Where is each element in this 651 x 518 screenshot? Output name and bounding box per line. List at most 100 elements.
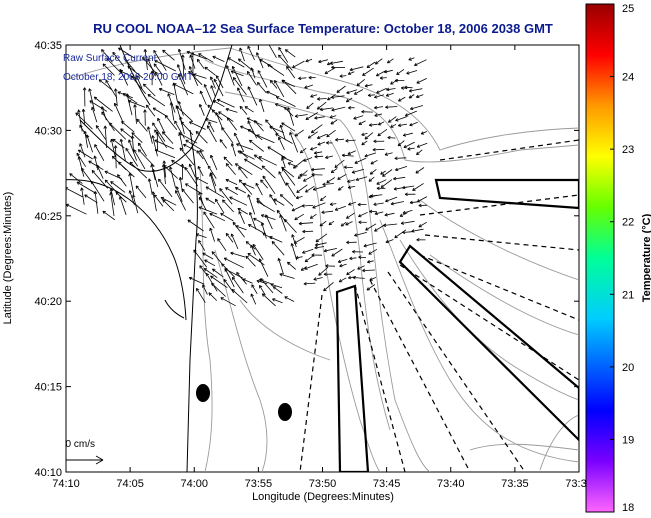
current-vector-head	[256, 52, 260, 55]
current-vector-head	[416, 94, 419, 98]
current-vector-head	[408, 57, 412, 61]
current-vector-head	[155, 71, 159, 74]
current-vector-head	[319, 225, 324, 227]
current-vector	[303, 157, 313, 162]
current-vector	[225, 187, 238, 196]
current-vector	[189, 277, 205, 285]
current-vector-head	[348, 107, 352, 110]
current-vector-head	[314, 156, 318, 159]
current-vector-head	[125, 93, 128, 97]
current-vector	[130, 75, 147, 94]
current-vector-head	[278, 258, 281, 261]
current-vector	[119, 196, 127, 216]
current-vector-head	[390, 201, 394, 205]
current-vector-head	[279, 273, 283, 275]
current-vector	[331, 248, 343, 257]
current-vector-head	[176, 186, 180, 189]
current-vector-head	[220, 213, 223, 217]
current-vector	[279, 214, 287, 232]
current-vector	[250, 244, 256, 256]
current-vector-head	[390, 124, 393, 128]
current-vector-head	[175, 190, 179, 193]
current-vector-head	[94, 144, 98, 147]
current-vector-head	[394, 158, 398, 161]
current-vector	[300, 147, 307, 154]
current-vector-head	[380, 184, 383, 188]
current-vector-head	[394, 156, 398, 159]
current-vector	[348, 201, 356, 206]
current-vector-head	[272, 298, 275, 302]
current-vector-head	[320, 199, 324, 201]
current-vector	[252, 244, 264, 260]
current-vector	[363, 242, 377, 247]
current-vector-head	[230, 251, 234, 254]
current-vector-head	[178, 101, 182, 104]
current-vector	[280, 194, 294, 207]
current-vector	[240, 125, 254, 133]
current-vector-head	[207, 104, 209, 109]
current-vector	[193, 249, 208, 268]
current-vector	[219, 139, 228, 149]
current-vector-head	[221, 127, 225, 130]
current-vector-head	[281, 157, 285, 160]
current-vector-head	[372, 147, 376, 151]
current-vector-head	[367, 260, 370, 263]
current-vector	[209, 227, 215, 242]
current-vector	[403, 141, 415, 148]
current-vector	[247, 71, 257, 86]
current-vector-head	[352, 251, 356, 254]
current-vector-head	[298, 223, 302, 226]
current-vector	[91, 106, 98, 123]
current-vector	[278, 171, 287, 186]
current-vector	[227, 57, 245, 68]
current-vector-head	[303, 283, 307, 286]
current-vector-head	[319, 107, 323, 111]
current-vector-head	[379, 77, 383, 80]
current-vector-head	[416, 238, 420, 241]
current-vector-head	[114, 88, 116, 92]
current-vector	[232, 77, 247, 95]
current-vector	[232, 66, 243, 87]
colorbar-tick-label: 20	[622, 362, 634, 374]
colorbar-label: Temperature (°C)	[641, 213, 651, 302]
current-vector-head	[302, 252, 306, 254]
current-vector-head	[211, 282, 215, 285]
current-vector-head	[244, 106, 247, 110]
current-vector	[261, 222, 267, 239]
current-vector-head	[245, 241, 248, 245]
current-vector	[347, 71, 355, 75]
current-vector-head	[278, 171, 282, 174]
current-vector	[314, 155, 324, 158]
current-vector-head	[312, 205, 315, 209]
current-vector-head	[339, 266, 343, 268]
current-vector-head	[202, 284, 206, 287]
current-vector-head	[230, 252, 233, 256]
current-vector-head	[364, 136, 367, 140]
overlay-line-2: October 18, 2006 20:00 GMT	[63, 72, 193, 83]
current-vector-head	[82, 108, 86, 112]
current-vector-head	[352, 172, 356, 174]
current-vector	[102, 210, 116, 221]
current-vector-head	[373, 139, 377, 142]
current-vector	[109, 122, 127, 140]
current-vector-head	[279, 125, 281, 129]
current-vector-head	[246, 241, 250, 243]
current-vector-head	[259, 59, 262, 63]
current-vector-head	[133, 104, 136, 108]
current-vector	[269, 236, 283, 243]
current-vector	[104, 125, 108, 149]
current-vector	[231, 233, 239, 250]
current-vector-head	[355, 177, 359, 181]
current-vector-head	[374, 113, 378, 117]
current-vector-head	[94, 191, 98, 195]
current-vector	[225, 233, 234, 243]
current-vector	[394, 157, 407, 159]
current-vector-head	[306, 107, 310, 109]
current-vector-head	[372, 149, 376, 152]
current-vector-head	[367, 93, 371, 96]
current-vector	[93, 96, 113, 112]
current-vector-head	[320, 197, 322, 201]
current-vector-head	[361, 142, 364, 146]
current-vector-head	[238, 211, 242, 214]
current-vector	[204, 66, 216, 76]
